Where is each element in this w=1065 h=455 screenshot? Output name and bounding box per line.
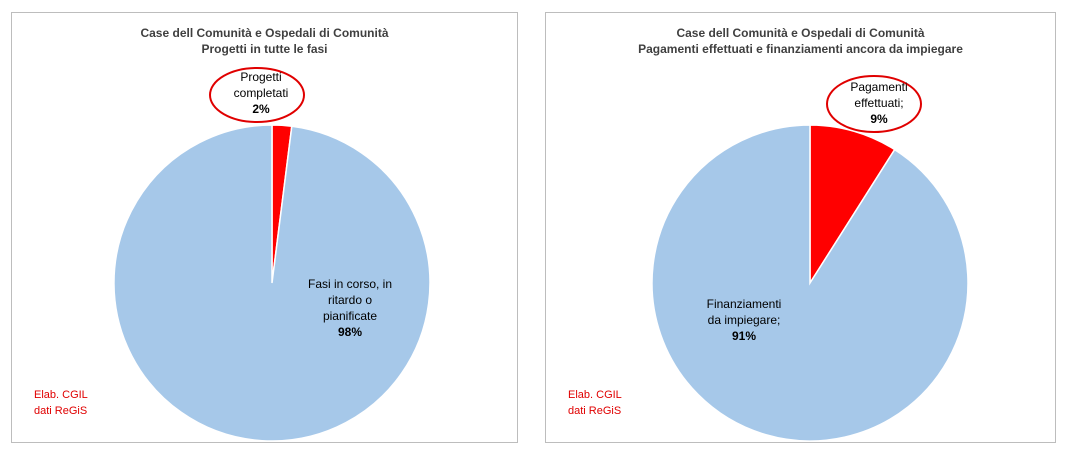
chart-title-line: Case dell Comunità e Ospedali di Comunit… <box>676 26 925 40</box>
source-line: Elab. CGIL <box>34 389 88 401</box>
pie-slice <box>651 124 969 442</box>
source-note: Elab. CGIL dati ReGiS <box>568 387 622 419</box>
chart-subtitle: Pagamenti effettuati e finanziamenti anc… <box>638 42 963 56</box>
slice-label: Fasi in corso, in <box>308 277 392 291</box>
pie-chart-right: Pagamenti effettuati; 9% Finanziamenti da im… <box>651 75 969 442</box>
slice-label: effettuati; <box>854 96 903 110</box>
chart-title: Case dell Comunità e Ospedali di Comunit… <box>12 25 517 57</box>
source-line: dati ReGiS <box>568 405 622 417</box>
slice-label: Progetti <box>240 70 281 84</box>
chart-title: Case dell Comunità e Ospedali di Comunit… <box>546 25 1055 57</box>
source-note: Elab. CGIL dati ReGiS <box>34 387 88 419</box>
pie-slice <box>809 124 896 286</box>
chart-panel-right: Case dell Comunità e Ospedali di Comunit… <box>545 12 1056 443</box>
slice-label: Pagamenti <box>850 80 907 94</box>
slice-label: ritardo o <box>328 293 372 307</box>
slice-value-label: 91% <box>732 329 756 343</box>
slice-label: da impiegare; <box>708 313 781 327</box>
chart-subtitle: Progetti in tutte le fasi <box>201 42 328 56</box>
highlight-ellipse <box>826 75 922 133</box>
source-line: dati ReGiS <box>34 405 88 417</box>
highlight-ellipse <box>209 67 305 123</box>
chart-title-line: Case dell Comunità e Ospedali di Comunit… <box>140 26 389 40</box>
slice-label: Finanziamenti <box>707 297 782 311</box>
chart-panel-left: Case dell Comunità e Ospedali di Comunit… <box>11 12 518 443</box>
source-line: Elab. CGIL <box>568 389 622 401</box>
slice-label: completati <box>234 86 289 100</box>
pie-slice <box>113 124 431 442</box>
slice-value-label: 2% <box>252 102 270 116</box>
slice-label: pianificate <box>323 309 377 323</box>
slice-value-label: 9% <box>870 112 888 126</box>
slice-value-label: 98% <box>338 325 362 339</box>
pie-chart-left: Progetti completati 2% Fasi in corso, in rit… <box>113 67 431 442</box>
